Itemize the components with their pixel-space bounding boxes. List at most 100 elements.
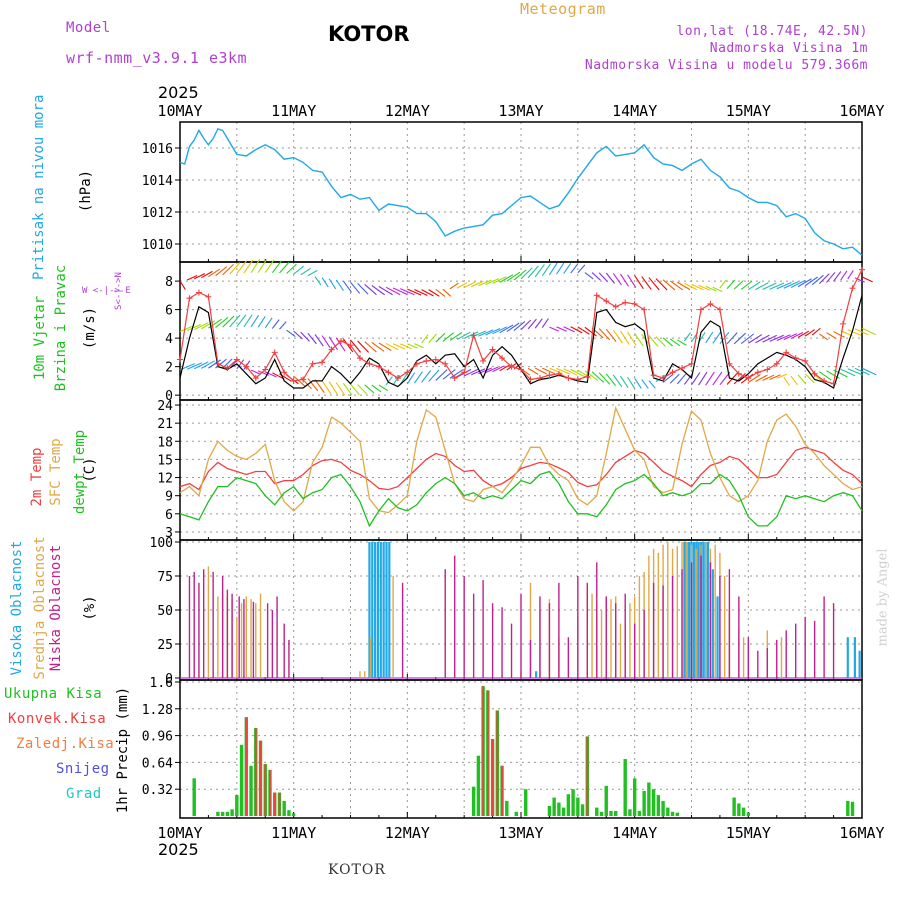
wind-barb bbox=[619, 273, 629, 287]
wind-barb bbox=[293, 330, 303, 340]
x-label-top: 16MAY bbox=[839, 102, 884, 120]
wind-barb bbox=[215, 266, 228, 277]
precip-bar-red bbox=[269, 769, 271, 816]
temp-ytick-label: 6 bbox=[165, 508, 173, 523]
wind-barb bbox=[193, 273, 206, 280]
wind-barb bbox=[350, 383, 360, 396]
pressure-frame bbox=[179, 121, 863, 263]
wind-barb bbox=[861, 327, 877, 336]
wind-barb bbox=[584, 370, 599, 381]
temp-line-green bbox=[179, 470, 863, 528]
wind-barb bbox=[691, 372, 701, 386]
wind-compass-we: W <-|-> E bbox=[82, 286, 131, 296]
wind-barb bbox=[342, 280, 352, 293]
precip-legend-total: Ukupna Kisa bbox=[4, 686, 103, 702]
wind-speed-marker bbox=[574, 376, 581, 383]
precip-bar-green bbox=[609, 810, 613, 816]
wind-barb bbox=[371, 384, 382, 393]
precip-legend-hail: Grad bbox=[66, 786, 102, 802]
wind-barb bbox=[634, 332, 644, 347]
wind-ytick-label: 0 bbox=[165, 389, 173, 404]
x-label-bottom: 14MAY bbox=[612, 824, 657, 842]
precip-ytick-label: 1.6 bbox=[150, 676, 173, 691]
precip-legend-snow: Snijeg bbox=[56, 761, 110, 777]
wind-barb bbox=[648, 277, 660, 291]
wind-barb bbox=[335, 382, 346, 396]
wind-speed-marker bbox=[518, 366, 524, 373]
wind-barb bbox=[357, 340, 369, 353]
temp-line-red bbox=[179, 446, 863, 491]
precip-bar-green bbox=[675, 812, 679, 816]
wind-barb bbox=[186, 275, 198, 281]
wind-barb bbox=[655, 336, 666, 347]
wind-barb bbox=[677, 281, 691, 291]
wind-speed-marker bbox=[773, 360, 780, 367]
wind-barb bbox=[790, 332, 804, 339]
wind-barb bbox=[662, 279, 676, 291]
wind-barb bbox=[797, 330, 810, 338]
wind-barb bbox=[265, 371, 277, 378]
wind-barb bbox=[300, 331, 310, 342]
wind-barb bbox=[563, 326, 575, 333]
precip-bar-green bbox=[642, 790, 646, 816]
model-elevation-label: Nadmorska Visina u modelu 579.366m bbox=[584, 58, 868, 73]
wind-barb bbox=[471, 280, 484, 288]
wind-barb bbox=[755, 374, 768, 383]
wind-barb bbox=[471, 368, 486, 376]
wind-barb bbox=[691, 283, 704, 291]
wind-barb bbox=[584, 326, 597, 337]
precip-bar-green bbox=[216, 811, 220, 816]
wind-speed-marker bbox=[470, 332, 477, 339]
precip-bar-red bbox=[586, 736, 589, 816]
wind-speed-marker bbox=[849, 285, 856, 292]
wind-barb bbox=[328, 336, 338, 351]
wind-barb bbox=[229, 262, 241, 275]
wind-barb bbox=[591, 371, 605, 383]
wind-barb bbox=[577, 264, 586, 274]
wind-barb bbox=[655, 278, 668, 291]
precip-ytick-label: 0.64 bbox=[142, 756, 173, 771]
wind-barb bbox=[357, 282, 369, 295]
wind-speed-marker bbox=[413, 360, 420, 367]
wind-speed-marker bbox=[840, 320, 847, 327]
wind-barb bbox=[342, 383, 353, 396]
wind-barb bbox=[598, 328, 611, 341]
temp-line-gold bbox=[179, 405, 863, 514]
wind-barb bbox=[513, 321, 526, 332]
wind-barb bbox=[811, 274, 824, 286]
wind-barb bbox=[783, 281, 799, 289]
wind-speed-marker bbox=[821, 377, 828, 384]
wind-barb bbox=[271, 260, 282, 274]
wind-barb bbox=[328, 278, 337, 290]
wind-speed-marker bbox=[356, 355, 363, 362]
wind-barb bbox=[456, 331, 471, 340]
wind-barb bbox=[534, 318, 543, 329]
wind-barb bbox=[534, 264, 545, 278]
wind-speed-marker bbox=[631, 300, 638, 307]
precip-bar-green bbox=[732, 797, 736, 816]
wind-speed-marker bbox=[612, 303, 619, 310]
wind-barb bbox=[605, 373, 617, 386]
wind-speed-marker bbox=[233, 356, 240, 363]
precip-bar-red bbox=[491, 738, 494, 816]
wind-barb bbox=[307, 378, 319, 392]
x-label-bottom: 16MAY bbox=[839, 824, 884, 842]
wind-barb bbox=[321, 335, 331, 349]
wind-barb bbox=[776, 373, 788, 379]
wind-barb bbox=[421, 289, 434, 297]
wind-barb bbox=[442, 288, 452, 297]
wind-barb bbox=[598, 372, 611, 385]
precip-bar-green bbox=[225, 811, 230, 816]
wind-barb bbox=[378, 342, 392, 351]
wind-barb bbox=[321, 277, 329, 288]
precip-bar-green bbox=[192, 778, 196, 816]
wind-barb bbox=[818, 273, 830, 284]
temp-ytick-label: 21 bbox=[157, 417, 173, 432]
temp-ytick-label: 18 bbox=[157, 435, 173, 450]
precip-bar-green bbox=[547, 805, 552, 816]
wind-barb bbox=[236, 314, 247, 328]
wind-barb bbox=[769, 282, 785, 290]
wind-speed-marker bbox=[660, 375, 667, 382]
precip-bar-green bbox=[614, 810, 618, 816]
wind-barb bbox=[541, 318, 549, 328]
